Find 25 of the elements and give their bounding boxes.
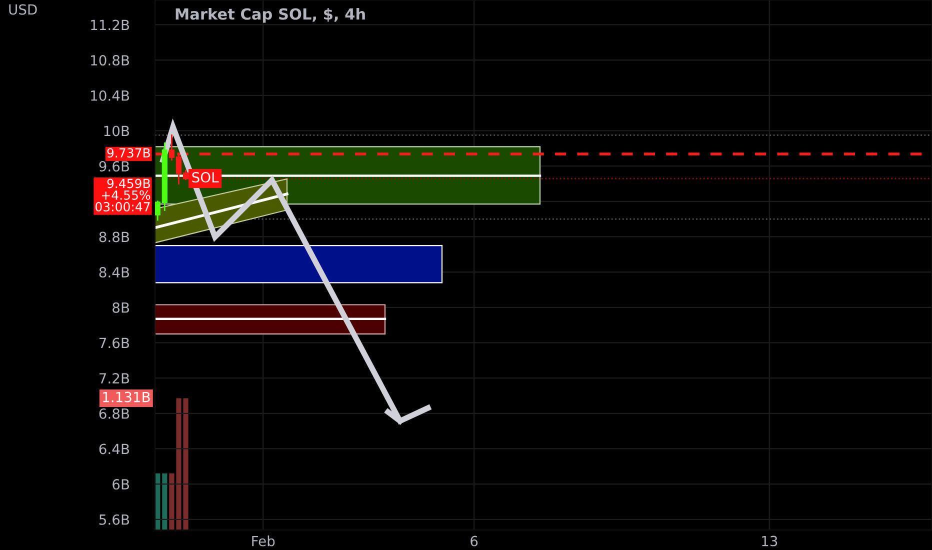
- y-tick-label: 11.2B: [91, 20, 130, 30]
- text: 1.131B: [103, 392, 150, 402]
- y-tick-label: 10.8B: [91, 55, 130, 66]
- text: +4.55%: [102, 190, 150, 200]
- y-tick-label: 6.8B: [99, 408, 130, 419]
- x-tick-label: Feb: [252, 536, 275, 546]
- y-tick-label: 8.8B: [99, 232, 130, 242]
- x-tick-label: 6: [470, 536, 478, 546]
- y-tick-label: 8B: [112, 302, 130, 313]
- y-tick-label: 6B: [112, 479, 130, 490]
- y-tick-label: 9.6B: [99, 161, 130, 172]
- text: 03:00:47: [96, 202, 150, 212]
- y-tick-label: 10B: [104, 126, 130, 136]
- x-tick-label: 13: [762, 536, 778, 546]
- y-axis-title: USD: [9, 4, 37, 15]
- ref-line-label: 9.459B: [107, 178, 150, 188]
- y-tick-label: 5.6B: [99, 514, 130, 525]
- y-tick-label: 6.4B: [99, 444, 130, 454]
- ref-line-label: 9.737B: [107, 148, 150, 158]
- y-tick-label: 7.6B: [100, 338, 130, 348]
- y-tick-label: 7.2B: [100, 373, 130, 384]
- y-tick-label: 10.4B: [91, 90, 130, 101]
- y-tick-label: 8.4B: [99, 267, 130, 278]
- annotation: SOL: [192, 172, 219, 183]
- text: Market Cap SOL, $, 4h: [176, 8, 365, 23]
